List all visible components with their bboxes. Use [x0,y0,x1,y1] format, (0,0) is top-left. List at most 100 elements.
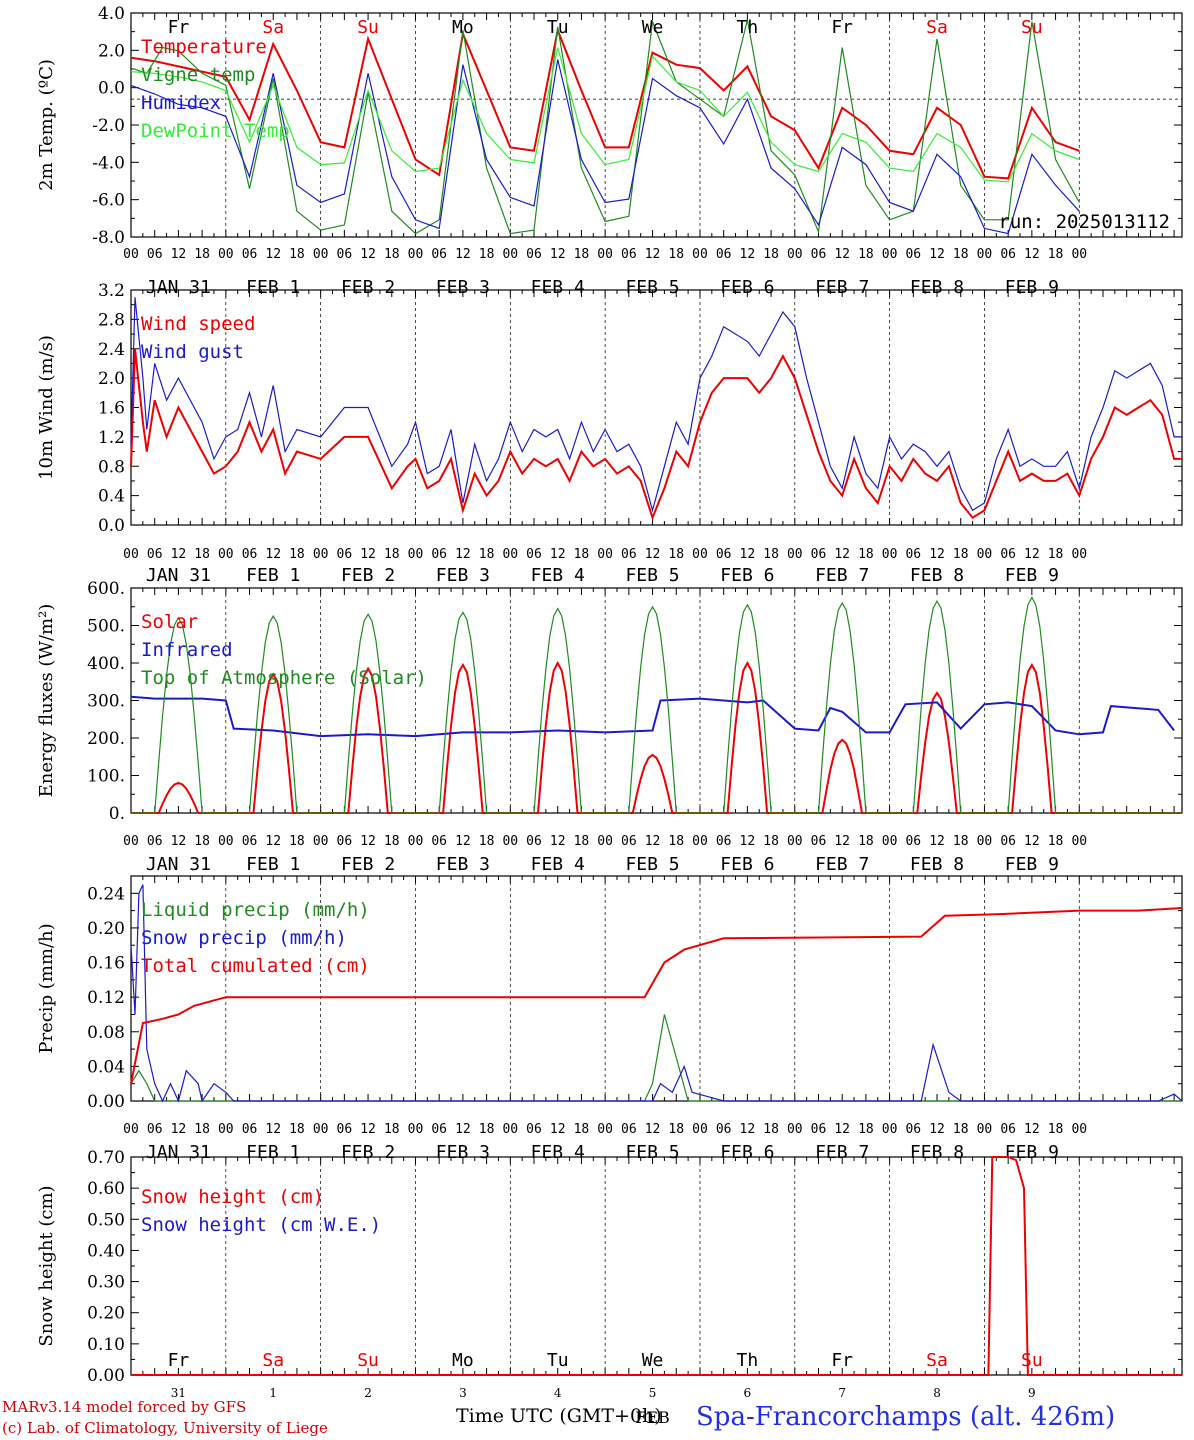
weekday-label: Mo [452,17,474,38]
day-number-label: 9 [1028,1386,1036,1400]
hour-label: 18 [384,547,400,562]
y-tick-label: 1.6 [98,399,125,419]
day-number-label: 3 [459,1386,467,1400]
date-label: FEB 3 [436,854,490,875]
hour-label: 18 [763,547,779,562]
hour-label: 06 [716,1122,732,1137]
weekday-label: Sa [262,17,284,38]
series-line-top-of-atmosphere-solar- [131,596,1182,814]
weekday-label: Sa [926,1350,948,1371]
hour-label: 18 [858,247,874,262]
hour-label: 00 [123,1122,139,1137]
legend-entry: Wind gust [141,341,244,363]
hour-label: 06 [526,247,542,262]
weekday-label: We [642,1350,664,1371]
y-tick-label: 500. [87,617,125,637]
hour-label: 18 [384,1122,400,1137]
hour-label: 06 [526,1122,542,1137]
series-line-temperature [130,26,1080,180]
hour-label: 12 [1024,247,1040,262]
day-number-label: 1 [269,1386,277,1400]
hour-label: 12 [929,247,945,262]
hour-label: 00 [597,834,613,849]
date-label: FEB 3 [436,565,490,586]
hour-label: 06 [905,247,921,262]
hour-label: 12 [360,1122,376,1137]
station-name: Spa-Francorchamps (alt. 426m) [696,1402,1116,1432]
weekday-label: Su [357,1350,379,1371]
y-tick-label: 0.70 [87,1148,125,1168]
hour-label: 12 [740,834,756,849]
y-axis-label: 10m Wind (m/s) [36,335,57,480]
y-tick-label: 1.2 [98,428,125,448]
day-number-label: 2 [364,1386,372,1400]
hour-label: 18 [479,834,495,849]
hour-label: 06 [147,1122,163,1137]
hour-label: 12 [929,834,945,849]
panel-2: 0.0 0.4 0.8 1.2 1.6 2.0 2.4 2.8 3.2 10m Wind (m/s… [36,281,1183,586]
hour-label: 00 [408,547,424,562]
hour-label: 06 [526,547,542,562]
date-label: FEB 9 [1005,565,1059,586]
hour-label: 18 [384,834,400,849]
hour-label: 12 [834,1122,850,1137]
y-axis-label: 2m Temp. (ºC) [36,59,57,191]
hour-label: 18 [858,547,874,562]
hour-label: 12 [550,547,566,562]
weekday-label: Su [1021,1350,1043,1371]
hour-label: 12 [171,1122,187,1137]
hour-label: 06 [811,834,827,849]
hour-label: 00 [692,547,708,562]
hour-label: 06 [431,1122,447,1137]
hour-label: 00 [597,1122,613,1137]
date-label: FEB 1 [246,277,300,298]
y-tick-label: 3.2 [98,281,125,301]
hour-label: 12 [929,547,945,562]
y-tick-label: 200. [87,729,125,749]
series-line-snow-precip-mm-h- [130,884,1183,1103]
hour-label: 00 [502,1122,518,1137]
date-label: FEB 1 [246,854,300,875]
hour-label: 00 [123,834,139,849]
hour-label: 06 [1000,247,1016,262]
hour-label: 12 [455,547,471,562]
date-label: FEB 1 [246,1142,300,1163]
series-line-humidex [130,59,1080,235]
hour-label: 12 [1024,834,1040,849]
hour-label: 06 [621,547,637,562]
hour-label: 00 [977,247,993,262]
hour-label: 18 [1048,247,1064,262]
hour-label: 06 [621,247,637,262]
y-tick-label: 100. [87,767,125,787]
hour-label: 06 [337,1122,353,1137]
weekday-label: Tu [547,1350,569,1371]
date-label: FEB 7 [815,1142,869,1163]
hour-label: 06 [337,247,353,262]
date-label: JAN 31 [146,1142,211,1163]
hour-label: 12 [455,1122,471,1137]
hour-label: 00 [502,547,518,562]
hour-label: 12 [1024,1122,1040,1137]
legend-entry: Humidex [141,92,221,114]
hour-label: 00 [597,247,613,262]
y-tick-label: 0.08 [87,1023,125,1043]
hour-label: 12 [1024,547,1040,562]
y-tick-label: 0.10 [87,1335,125,1355]
hour-label: 06 [811,247,827,262]
hour-label: 12 [929,1122,945,1137]
hour-label: 12 [455,834,471,849]
date-label: FEB 9 [1005,277,1059,298]
y-tick-label: 2.0 [98,41,125,61]
hour-label: 12 [645,247,661,262]
y-tick-label: 0.40 [87,1241,125,1261]
hour-label: 12 [171,834,187,849]
hour-label: 18 [574,1122,590,1137]
legend-entry: Snow height (cm W.E.) [141,1214,381,1236]
hour-label: 00 [1071,1122,1087,1137]
hour-label: 06 [242,247,258,262]
hour-label: 06 [337,834,353,849]
date-label: FEB 5 [625,277,679,298]
hour-label: 12 [455,247,471,262]
date-label: FEB 7 [815,277,869,298]
hour-label: 00 [787,547,803,562]
